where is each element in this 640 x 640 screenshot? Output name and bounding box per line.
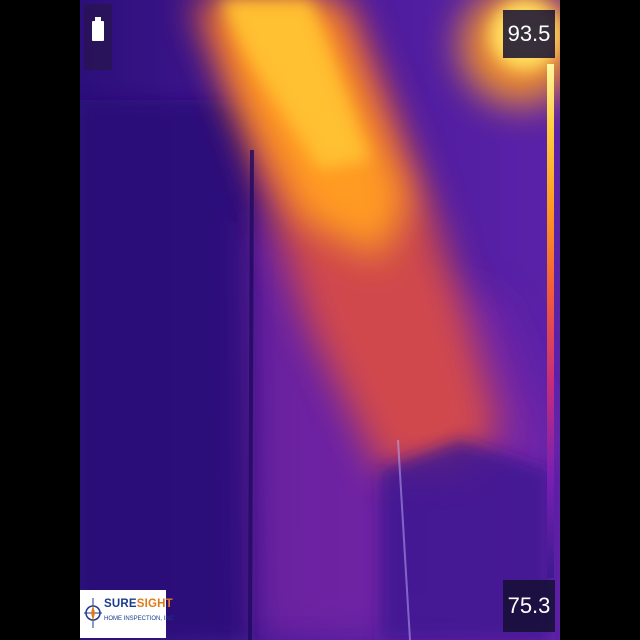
thermal-image-frame: 93.5 75.3 SURESIGHT HOME INSPECTION, INC (80, 0, 560, 640)
battery-level (92, 21, 104, 41)
logo-name-sight: SIGHT (137, 598, 173, 610)
max-temperature: 93.5 (503, 10, 555, 58)
logo-name: SURESIGHT (104, 598, 173, 610)
color-scale-bar (547, 64, 554, 578)
company-logo: SURESIGHT HOME INSPECTION, INC (80, 590, 166, 638)
battery-indicator (84, 4, 112, 70)
logo-name-sure: SURE (104, 598, 137, 610)
thermal-image (80, 0, 560, 640)
compass-logo-icon (84, 596, 102, 630)
min-temperature: 75.3 (503, 580, 555, 632)
logo-subtitle: HOME INSPECTION, INC (104, 616, 174, 622)
